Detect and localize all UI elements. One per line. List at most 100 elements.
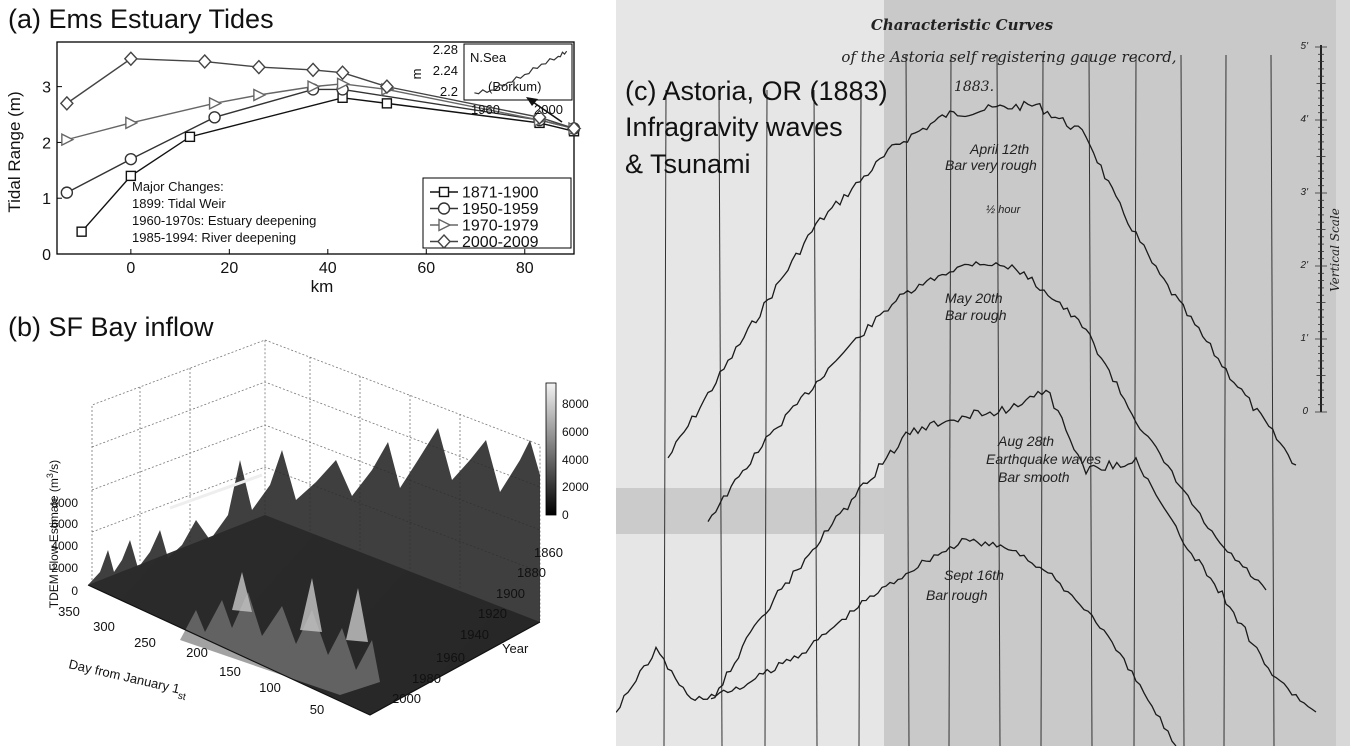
gauge-curves: [616, 100, 1317, 746]
vertical-scale-label: Vertical Scale: [1328, 208, 1342, 292]
daytick-150: 150: [219, 664, 241, 679]
time-grid-line: [718, 89, 723, 746]
legend-marker: [437, 202, 451, 215]
yeartick-1940: 1940: [460, 627, 489, 642]
note-1: 1899: Tidal Weir: [132, 196, 226, 211]
notes-title: Major Changes:: [132, 179, 224, 194]
panel-b-colorbar: 8000 6000 4000 2000 0: [545, 382, 589, 522]
y-tick-label: 2: [42, 135, 51, 152]
panel-a-ylabel: Tidal Range (m): [5, 91, 24, 212]
panel-c-document: Characteristic Curves of the Astoria sel…: [616, 0, 1350, 746]
panel-b-surface: [87, 428, 541, 716]
curve-labels: April 12th Bar very rough ½ hour May 20t…: [926, 141, 1101, 603]
data-point-2000-2009: [335, 65, 350, 81]
label-sept-date: Sept 16th: [944, 567, 1004, 583]
data-point-2000-2009: [379, 79, 394, 95]
cb-tick-6000: 6000: [562, 425, 589, 439]
cb-tick-4000: 4000: [562, 453, 589, 467]
time-grid-line: [1133, 54, 1137, 746]
note-2: 1960-1970s: Estuary deepening: [132, 213, 316, 228]
vertical-scale: 5' 4' 3' 2' 1' 0 Vertical Scale: [1300, 41, 1342, 417]
label-aug-desc: Earthquake waves: [986, 451, 1101, 467]
data-point-1871-1900: [76, 226, 87, 237]
colorbar-ticks: 8000 6000 4000 2000 0: [562, 397, 589, 522]
panel-a-xlabel: km: [311, 277, 334, 296]
inset-frame: [463, 43, 573, 101]
panel-b-zlabel: TDEM Flow Estimate (m3/s): [45, 460, 61, 608]
daytick-100: 100: [259, 680, 281, 695]
x-tick-label: 0: [126, 260, 135, 277]
label-april-date: April 12th: [969, 141, 1029, 157]
scale-2ft: 2': [1300, 260, 1310, 271]
scale-0: 0: [1302, 406, 1308, 417]
panel-a-series-markers: [59, 51, 582, 237]
yeartick-2000: 2000: [392, 691, 421, 706]
data-point-1970-1979: [336, 77, 351, 91]
ztick-6000: 6000: [51, 517, 78, 531]
y-tick-label: 1: [42, 191, 51, 208]
ztick-0: 0: [71, 584, 78, 598]
yeartick-1980: 1980: [412, 671, 441, 686]
inset-ylabel: m: [409, 69, 424, 80]
panel-b-chart: (b) SF Bay inflow TDEM Flow Estimate (m3…: [8, 312, 589, 717]
daytick-50: 50: [310, 702, 324, 717]
panel-b-zticks: 8000 6000 4000 2000 0: [51, 496, 78, 598]
time-grid-lines: [663, 54, 1275, 746]
label-april-desc: Bar very rough: [945, 157, 1037, 173]
daytick-350: 350: [58, 604, 80, 619]
panel-a-title: (a) Ems Estuary Tides: [8, 4, 274, 34]
data-point-1970-1979: [307, 79, 321, 94]
scale-3ft: 3': [1301, 187, 1310, 198]
panel-b-title: (b) SF Bay inflow: [8, 312, 214, 342]
daytick-250: 250: [134, 635, 156, 650]
panel-b-yearticks: 1860 1880 1900 1920 1940 1960 1980 2000: [392, 545, 563, 706]
panel-a-notes: Major Changes: 1899: Tidal Weir 1960-197…: [132, 179, 316, 245]
ztick-4000: 4000: [51, 539, 78, 553]
time-grid-line: [948, 54, 952, 746]
ztick-8000: 8000: [51, 496, 78, 510]
gauge-curve-aug: [710, 389, 1317, 713]
yeartick-1960: 1960: [436, 650, 465, 665]
panel-c-title-line-1: (c) Astoria, OR (1883): [625, 76, 888, 106]
gauge-curve-april: [667, 100, 1297, 466]
inset-ytick-2: 2.24: [433, 63, 458, 78]
colorbar: [545, 382, 557, 516]
time-grid-line: [858, 89, 862, 746]
doc-header: Characteristic Curves of the Astoria sel…: [841, 16, 1176, 95]
data-point-2000-2009: [306, 62, 320, 78]
y-tick-label: 0: [42, 247, 51, 264]
label-sept-desc: Bar rough: [926, 587, 988, 603]
data-point-1871-1900: [381, 98, 393, 109]
time-grid-line: [1223, 54, 1227, 746]
panel-b-dayticks: 350 300 250 200 150 100 50: [58, 604, 324, 717]
label-may-date: May 20th: [945, 290, 1003, 306]
x-tick-label: 40: [319, 260, 337, 277]
data-point-1970-1979: [253, 88, 267, 102]
inset-label: N.Sea: [470, 50, 507, 65]
data-point-1950-1959: [60, 186, 74, 199]
inset-xtick-1: 1960: [471, 102, 500, 117]
inset-ytick-3: 2.2: [440, 84, 458, 99]
data-point-2000-2009: [532, 109, 547, 125]
data-point-1970-1979: [125, 116, 139, 130]
data-point-2000-2009: [567, 120, 581, 137]
doc-subtitle: of the Astoria self registering gauge re…: [841, 48, 1176, 66]
panel-c-title-line-3: & Tsunami: [625, 149, 751, 179]
daytick-200: 200: [186, 645, 208, 660]
panel-c-title: (c) Astoria, OR (1883) Infragravity wave…: [625, 76, 888, 179]
surface-front-edge: [87, 584, 541, 716]
paper-edge: [1336, 0, 1350, 746]
inset-arrow-line: [529, 99, 563, 123]
cb-tick-8000: 8000: [562, 397, 589, 411]
label-aug-note: Bar smooth: [998, 469, 1070, 485]
time-grid-line: [1088, 54, 1093, 746]
gauge-curve-sept: [616, 537, 1177, 746]
data-point-2000-2009: [123, 51, 138, 67]
yeartick-1880: 1880: [517, 565, 546, 580]
scale-1ft: 1': [1301, 333, 1310, 344]
legend-label: 2000-2009: [462, 234, 539, 251]
daytick-300: 300: [93, 619, 115, 634]
